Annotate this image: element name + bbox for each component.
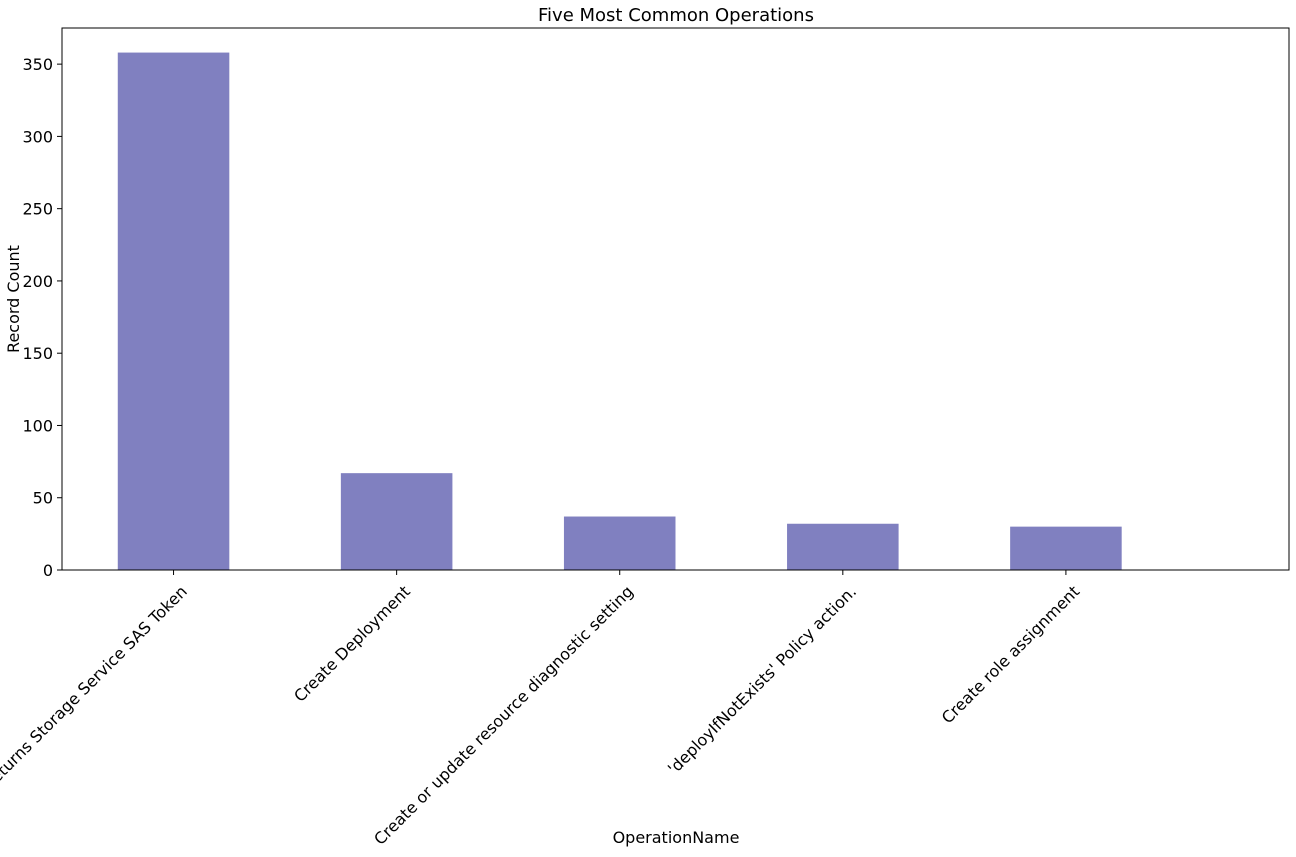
bar xyxy=(1010,526,1122,570)
x-axis-label: OperationName xyxy=(613,828,740,847)
y-tick-label: 150 xyxy=(22,344,53,363)
y-tick-label: 250 xyxy=(22,200,53,219)
x-tick-label: Create Deployment xyxy=(290,582,414,706)
bar xyxy=(340,473,453,570)
x-tick-label: Create or update resource diagnostic set… xyxy=(370,582,637,849)
bar xyxy=(563,516,676,570)
x-tick-label: Returns Storage Service SAS Token xyxy=(0,582,191,794)
y-axis: 0 50 100 150 200 250 300 350 xyxy=(22,55,62,580)
plot-area xyxy=(62,28,1289,570)
x-tick-label: Create role assignment xyxy=(938,582,1083,727)
bar xyxy=(787,523,899,570)
bar xyxy=(117,52,230,570)
y-tick-label: 300 xyxy=(22,127,53,146)
y-tick-label: 350 xyxy=(22,55,53,74)
x-tick-label: 'deployIfNotExists' Policy action. xyxy=(664,582,860,778)
chart-title: Five Most Common Operations xyxy=(538,5,814,26)
y-tick-label: 100 xyxy=(22,416,53,435)
y-tick-label: 0 xyxy=(43,561,53,580)
x-axis: Returns Storage Service SAS Token Create … xyxy=(0,570,1083,849)
y-tick-label: 50 xyxy=(33,489,53,508)
y-tick-label: 200 xyxy=(22,272,53,291)
y-axis-label: Record Count xyxy=(4,245,23,353)
bars-group xyxy=(117,52,1122,570)
plot-frame xyxy=(61,27,1290,571)
